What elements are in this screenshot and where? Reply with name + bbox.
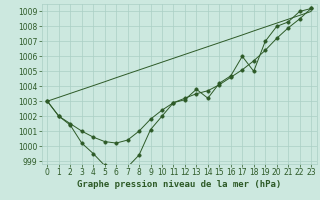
X-axis label: Graphe pression niveau de la mer (hPa): Graphe pression niveau de la mer (hPa) [77,180,281,189]
